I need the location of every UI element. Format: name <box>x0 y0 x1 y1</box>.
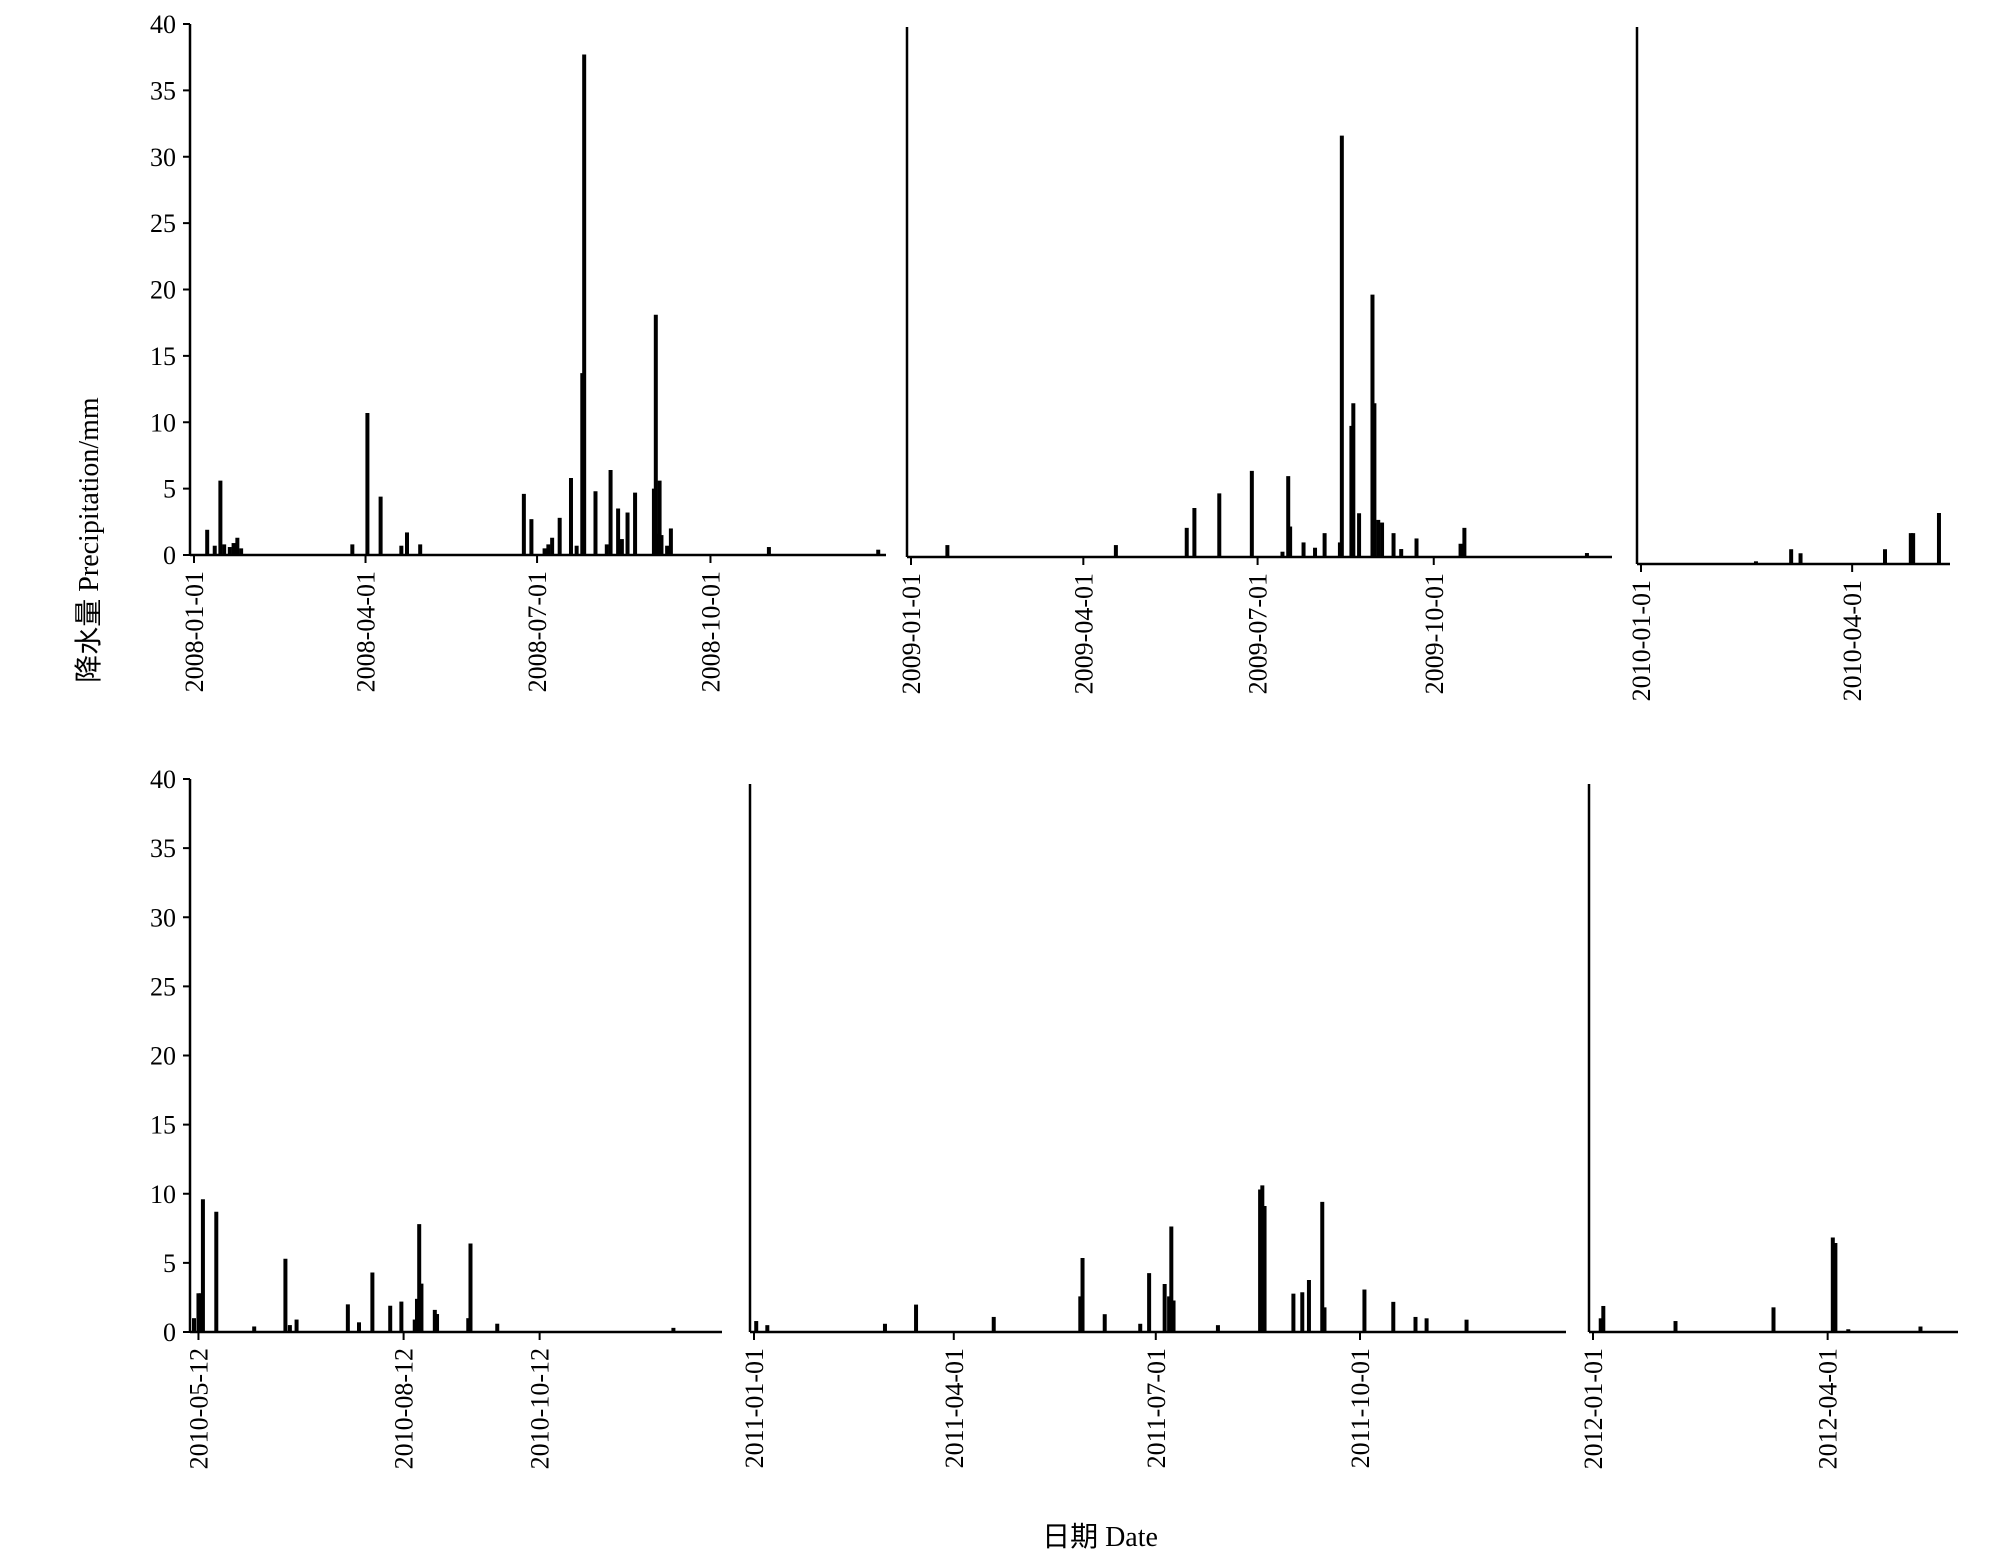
panel-1: 0 5 10 15 20 25 30 35 40 2008-01-01 2008-04-01 2008… <box>150 10 886 692</box>
x-tick-label: 2009-01-01 <box>897 573 926 694</box>
panel-6: 2012-01-01 2012-04-01 <box>1579 784 1958 1469</box>
x-tick-label: 2010-01-01 <box>1627 580 1656 701</box>
y-tick-label: 15 <box>150 342 176 371</box>
x-tick-label: 2012-01-01 <box>1579 1348 1608 1469</box>
x-tick-label: 2009-04-01 <box>1069 573 1098 694</box>
panel-4: 0 5 10 15 20 25 30 35 40 2010-05-12 2010-08-12 2010… <box>150 765 722 1469</box>
y-tick-label: 20 <box>150 276 176 305</box>
y-tick-label: 5 <box>163 1249 176 1278</box>
y-tick-label: 35 <box>150 76 176 105</box>
x-tick-label: 2010-10-12 <box>526 1348 555 1469</box>
x-tick-label: 2011-04-01 <box>940 1348 969 1468</box>
x-tick-label: 2010-08-12 <box>390 1348 419 1469</box>
panel-3: 2010-01-01 2010-04-01 <box>1627 27 1950 701</box>
y-tick-label: 5 <box>163 475 176 504</box>
y-tick-label: 25 <box>150 972 176 1001</box>
x-tick-label: 2008-10-01 <box>696 571 725 692</box>
x-tick-label: 2011-07-01 <box>1142 1348 1171 1468</box>
y-tick-label: 30 <box>150 143 176 172</box>
x-tick-label: 2009-07-01 <box>1244 573 1273 694</box>
y-tick-label: 0 <box>163 1318 176 1347</box>
x-tick-label: 2011-10-01 <box>1346 1348 1375 1468</box>
y-tick-label: 0 <box>163 541 176 570</box>
x-tick-label: 2010-04-01 <box>1838 580 1867 701</box>
chart-panels: 0 5 10 15 20 25 30 35 40 2008-01-01 2008-04-01 2008… <box>150 10 1958 1469</box>
y-axis-title: 降水量 Precipitation/mm <box>73 397 105 683</box>
x-tick-label: 2008-07-01 <box>523 571 552 692</box>
y-tick-label: 25 <box>150 209 176 238</box>
x-tick-label: 2008-01-01 <box>180 571 209 692</box>
x-tick-label: 2012-04-01 <box>1814 1348 1843 1469</box>
x-axis-title: 日期 Date <box>1042 1522 1158 1553</box>
y-tick-label: 15 <box>150 1111 176 1140</box>
x-tick-label: 2008-04-01 <box>352 571 381 692</box>
x-tick-label: 2011-01-01 <box>740 1348 769 1468</box>
y-tick-label: 10 <box>150 1180 176 1209</box>
panel-5: 2011-01-01 2011-04-01 2011-07-01 2011-10-01 <box>740 784 1566 1468</box>
x-tick-label: 2009-10-01 <box>1420 573 1449 694</box>
y-tick-label: 10 <box>150 408 176 437</box>
panel-2: 2009-01-01 2009-04-01 2009-07-01 2009-10-01 <box>897 27 1612 694</box>
y-tick-label: 40 <box>150 10 176 39</box>
y-tick-label: 40 <box>150 765 176 794</box>
y-tick-label: 30 <box>150 903 176 932</box>
x-tick-label: 2010-05-12 <box>184 1348 213 1469</box>
y-tick-label: 35 <box>150 834 176 863</box>
y-tick-label: 20 <box>150 1042 176 1071</box>
